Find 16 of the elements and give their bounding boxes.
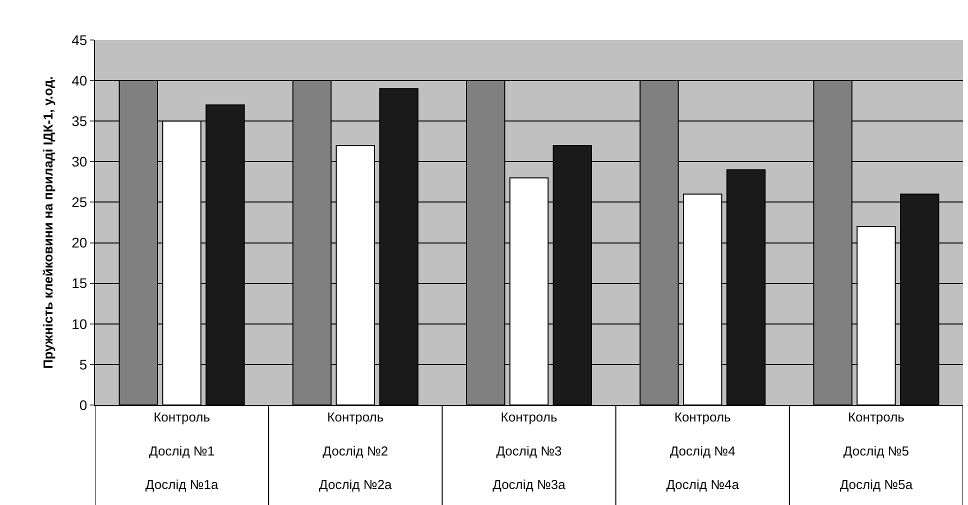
y-tick-label: 30 <box>72 154 88 170</box>
category-label: Контроль Дослід №2 Дослід №2а <box>319 410 392 492</box>
y-tick-label: 25 <box>72 194 88 210</box>
y-axis-title: Пружність клейковини на приладі ІДК-1, у.од. <box>40 76 56 369</box>
category-label: Контроль Дослід №3 Дослід №3а <box>492 410 566 492</box>
y-tick-label: 35 <box>72 113 88 130</box>
category-label: Контроль Дослід №1 Дослід №1а <box>145 410 218 492</box>
category-label: Контроль Дослід №4 Дослід №4а <box>666 410 739 492</box>
y-tick-label: 10 <box>72 316 88 332</box>
y-tick-label: 40 <box>72 72 88 88</box>
y-tick-label: 5 <box>79 356 88 372</box>
y-tick-label: 45 <box>72 32 88 48</box>
y-tick-label: 20 <box>72 234 88 251</box>
y-tick-label: 0 <box>79 396 88 413</box>
category-label: Контроль Дослід №5 Дослід №5а <box>840 410 913 492</box>
y-tick-label: 15 <box>72 275 88 292</box>
